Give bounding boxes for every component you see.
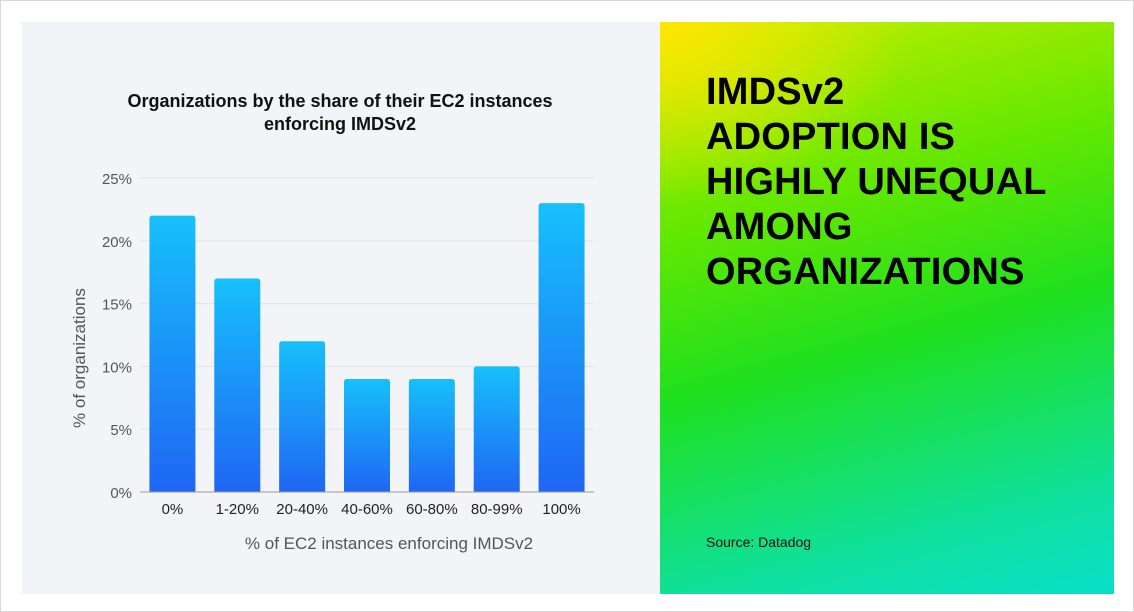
bar: [408, 378, 455, 492]
x-tick-label: 80-99%: [471, 501, 523, 518]
y-tick-label: 10%: [102, 359, 132, 376]
headline-line-2: ADOPTION IS: [706, 116, 956, 158]
y-tick-label: 25%: [102, 171, 132, 188]
headline-line-1: IMDSv2: [706, 71, 845, 113]
y-tick-label: 0%: [110, 485, 132, 502]
chart-panel: Organizations by the share of their EC2 …: [22, 22, 660, 594]
chart-title-line-1: Organizations by the share of their EC2 …: [127, 91, 552, 111]
bar: [279, 341, 326, 492]
chart-title-line-2: enforcing IMDSv2: [264, 114, 416, 134]
y-tick-label: 5%: [110, 422, 132, 439]
y-tick-label: 15%: [102, 297, 132, 314]
x-tick-label: 0%: [162, 501, 184, 518]
headline-line-5: ORGANIZATIONS: [706, 251, 1025, 293]
headline-line-3: HIGHLY UNEQUAL: [706, 161, 1047, 203]
headline-panel: IMDSv2 ADOPTION IS HIGHLY UNEQUAL AMONG …: [660, 22, 1114, 594]
x-tick-label: 60-80%: [406, 501, 458, 518]
bar: [344, 378, 390, 492]
y-tick-labels: 0% 5% 10% 15% 20% 25%: [102, 171, 132, 502]
headline-line-4: AMONG: [706, 206, 853, 248]
bar: [149, 215, 196, 492]
y-tick-label: 20%: [102, 234, 132, 251]
y-axis-label: % of organizations: [70, 288, 89, 428]
bar: [538, 203, 585, 492]
x-tick-label: 40-60%: [341, 501, 393, 518]
headline: IMDSv2 ADOPTION IS HIGHLY UNEQUAL AMONG …: [706, 70, 1086, 295]
bars: [149, 203, 585, 492]
bar: [473, 366, 520, 492]
x-axis-label: % of EC2 instances enforcing IMDSv2: [245, 534, 533, 553]
x-tick-labels: 0% 1-20% 20-40% 40-60% 60-80% 80-99% 100%: [162, 501, 581, 518]
bar-chart: Organizations by the share of their EC2 …: [70, 91, 594, 553]
bar: [214, 278, 261, 492]
source-label: Source: Datadog: [706, 534, 812, 550]
x-tick-label: 20-40%: [276, 501, 328, 518]
x-tick-label: 100%: [542, 501, 580, 518]
x-tick-label: 1-20%: [216, 501, 259, 518]
